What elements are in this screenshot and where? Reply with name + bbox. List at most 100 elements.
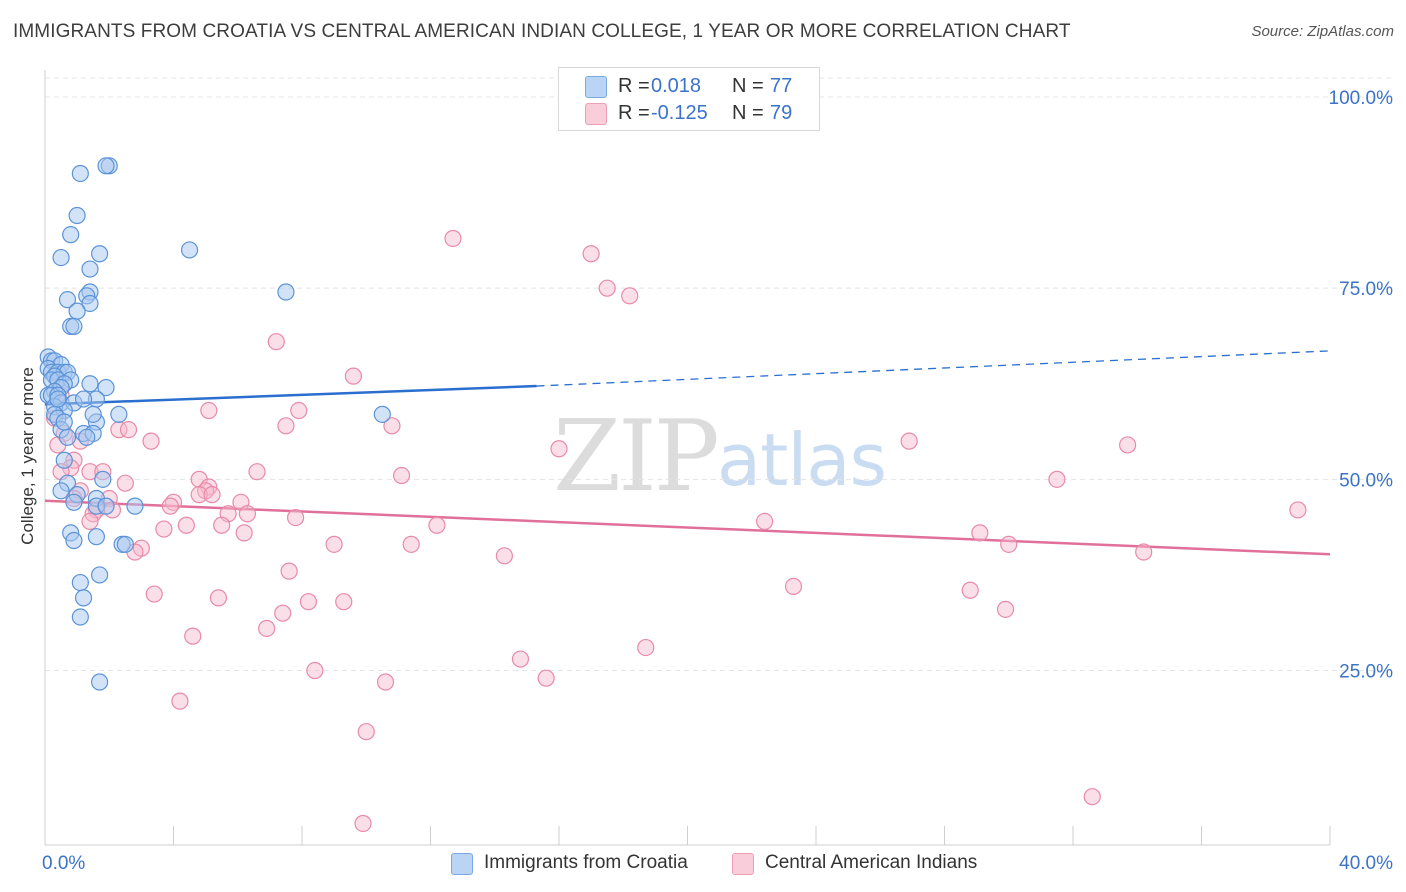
data-point-croatia [97,378,115,397]
data-point-croatia [126,497,144,515]
data-point-central-american [81,512,99,531]
data-point-central-american [383,417,401,435]
x-tick-label-min: 0.0% [42,853,85,874]
data-point-central-american [784,577,803,596]
y-tick-label: 75.0% [1339,279,1393,300]
n-value: 79 [770,102,793,124]
data-point-central-american [392,466,411,485]
data-point-croatia [65,493,83,511]
data-point-central-american [537,669,555,687]
correlation-legend: R = 0.018 N = 77 R = -0.125 N = 79 [558,67,820,131]
r-label: R = [618,75,650,97]
data-point-croatia [68,206,86,225]
data-point-central-american [171,692,189,710]
data-point-central-american [325,535,343,553]
data-point-central-american [190,486,208,504]
data-point-central-american [582,245,600,263]
tick-labels: 25.0% 50.0% 75.0% 100.0% 0.0% 40.0% [42,88,1393,874]
data-point-central-american [119,421,138,439]
data-point-central-american [142,432,160,450]
data-point-central-american [161,497,179,515]
data-point-central-american [1083,788,1101,806]
data-point-central-american [274,604,292,622]
y-tick-label: 50.0% [1339,470,1393,491]
trend-line-croatia [44,384,537,406]
data-point-central-american [203,486,221,504]
data-point-central-american [277,417,295,435]
y-axis-label: College, 1 year or more [18,367,37,545]
data-point-central-american [155,520,173,538]
data-point-croatia [65,317,83,336]
data-point-central-american [900,432,918,450]
trend-line-central-american [44,499,1331,556]
data-point-central-american [306,661,324,680]
data-point-croatia [81,294,99,313]
data-point-central-american [280,562,298,580]
data-point-croatia [71,608,89,626]
data-point-croatia [180,241,199,259]
data-point-central-american [1048,470,1066,488]
data-point-central-american [637,638,655,657]
n-label: N = [732,75,764,97]
data-point-central-american [116,474,134,492]
data-point-central-american [235,524,253,542]
data-point-central-american [335,593,353,611]
data-point-central-american [213,516,231,534]
r-label: R = [618,102,650,124]
data-point-croatia [87,528,106,546]
data-point-central-american [267,333,285,351]
data-point-central-american [961,581,979,599]
data-point-croatia [68,302,86,320]
y-tick-label: 100.0% [1329,88,1394,109]
data-point-croatia [49,390,67,408]
watermark-zip: ZIP [553,400,720,514]
trend-line-croatia-extension [536,350,1331,387]
data-point-central-american [755,512,774,531]
n-label: N = [732,102,764,124]
data-point-croatia [62,226,80,244]
data-point-croatia [97,157,115,175]
data-point-croatia [55,451,73,469]
data-point-croatia [84,405,102,423]
data-point-central-american [1119,436,1137,454]
data-point-central-american [621,287,639,305]
data-point-central-american [248,463,266,481]
data-point-croatia [52,482,70,500]
data-point-croatia [74,390,93,408]
data-point-central-american [81,463,99,481]
watermark-atlas: atlas [717,418,887,502]
n-value: 77 [770,75,793,97]
data-point-central-american [511,650,530,668]
data-point-central-american [145,585,163,603]
data-point-croatia [91,566,109,584]
data-point-croatia [81,260,99,278]
data-point-central-american [258,619,276,638]
data-point-croatia [58,428,77,446]
data-point-croatia [91,673,109,691]
data-point-croatia [97,497,115,515]
data-point-croatia [277,283,295,301]
data-point-central-american [290,401,308,420]
data-point-central-american [1289,501,1307,519]
x-tick-label-max: 40.0% [1339,853,1393,874]
gridlines [45,77,1392,672]
r-value: -0.125 [651,102,708,124]
data-point-central-american [444,229,462,248]
chart-title: IMMIGRANTS FROM CROATIA VS CENTRAL AMERI… [13,21,1071,42]
legend-swatch-blue [451,853,473,875]
data-point-croatia [110,405,128,423]
data-point-central-american [177,516,195,534]
r-value: 0.018 [651,75,702,97]
data-point-central-american [1000,535,1018,553]
data-point-central-american [495,547,513,565]
data-point-central-american [357,723,375,741]
y-tick-label: 25.0% [1339,662,1393,683]
data-point-croatia [116,535,134,553]
data-point-central-american [1135,543,1153,561]
data-point-central-american [209,589,228,607]
data-point-central-american [238,505,256,523]
data-point-central-american [344,367,362,385]
data-point-central-american [286,508,305,527]
legend-swatch-pink [732,853,754,875]
